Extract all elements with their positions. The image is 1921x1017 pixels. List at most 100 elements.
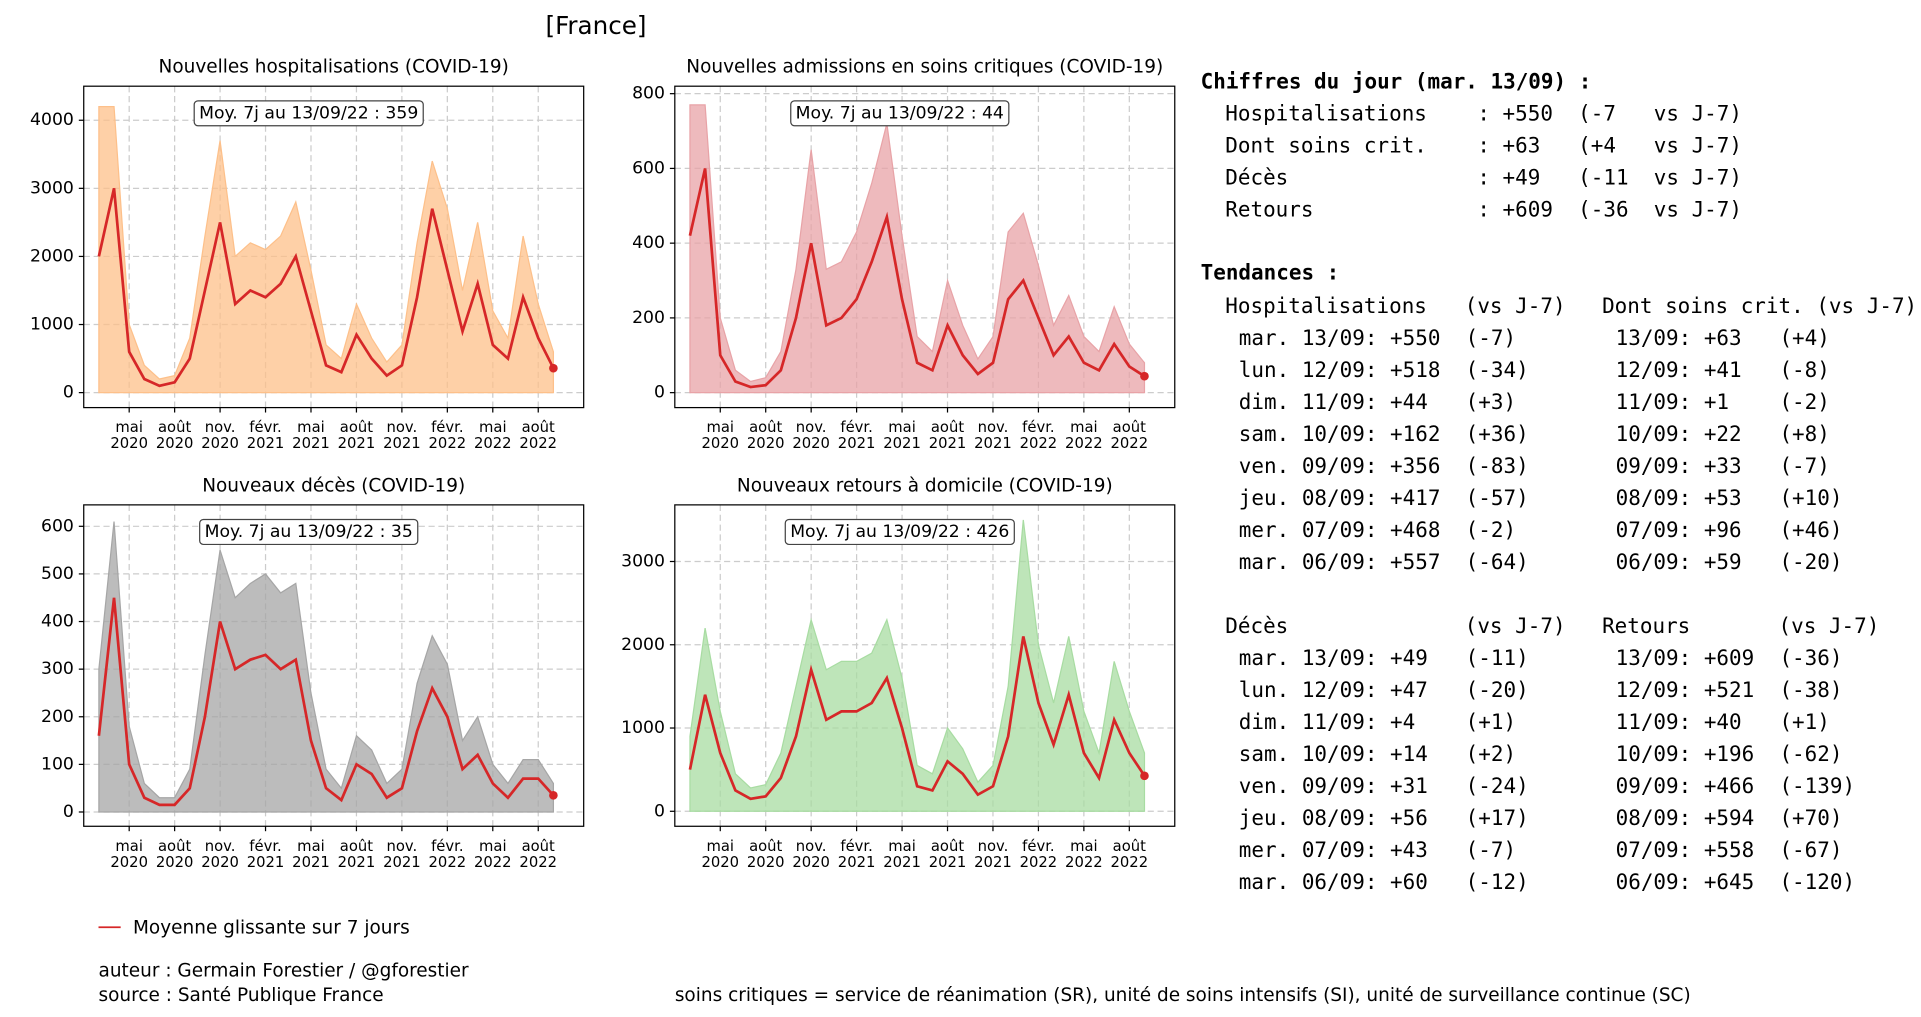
- x-tick-label: févr. 2022: [428, 418, 467, 452]
- x-tick-label: mai 2022: [473, 418, 512, 452]
- x-tick-label: mai 2020: [701, 418, 740, 452]
- y-tick-label: 100: [41, 754, 74, 774]
- summary-row: Décès : +49 (-11 vs J-7): [1225, 166, 1743, 191]
- x-tick-label: févr. 2021: [246, 418, 285, 452]
- axes-frame: [674, 85, 1176, 409]
- daily-area: [98, 106, 555, 394]
- last-point: [1140, 771, 1149, 781]
- chart-title: Nouvelles admissions en soins critiques …: [686, 57, 1163, 78]
- x-tick-label: août 2021: [928, 837, 967, 871]
- trend-row: mar. 13/09: +49 (-11): [1238, 646, 1529, 672]
- trend-row: sam. 10/09: +14 (+2): [1238, 742, 1517, 768]
- trend-row: dim. 11/09: +44 (+3): [1238, 390, 1517, 415]
- trend-header: Hospitalisations (vs J-7): [1225, 294, 1566, 319]
- x-tick-label: mai 2021: [292, 837, 330, 871]
- x-tick-label: août 2022: [1110, 418, 1149, 452]
- x-tick-label: févr. 2022: [1019, 418, 1058, 452]
- x-tick-label: févr. 2022: [1019, 837, 1058, 871]
- trend-row: 08/09: +53 (+10): [1615, 486, 1843, 512]
- trend-row: mar. 06/09: +557 (-64): [1238, 550, 1529, 576]
- x-tick-label: mai 2022: [473, 837, 512, 871]
- x-tick-label: févr. 2021: [837, 837, 876, 871]
- trend-row: 10/09: +196 (-62): [1615, 742, 1843, 768]
- trend-row: 12/09: +521 (-38): [1615, 678, 1843, 704]
- summary-row: Hospitalisations : +550 (-7 vs J-7): [1225, 102, 1743, 127]
- x-tick-label: nov. 2020: [201, 837, 239, 871]
- trend-row: mar. 13/09: +550 (-7): [1238, 326, 1517, 351]
- x-tick-label: août 2022: [519, 837, 558, 871]
- average-line: [688, 168, 1146, 389]
- annotation: Moy. 7j au 13/09/22 : 35: [205, 522, 413, 542]
- trend-row: 09/09: +33 (-7): [1615, 454, 1830, 480]
- y-tick-label: 0: [654, 801, 665, 821]
- daily-area: [689, 519, 1146, 812]
- x-tick-label: févr. 2022: [428, 837, 467, 871]
- y-tick-label: 3000: [30, 178, 74, 198]
- last-point: [1140, 371, 1149, 381]
- daily-area: [689, 104, 1146, 394]
- x-tick-label: févr. 2021: [837, 418, 876, 452]
- chart-title: Nouveaux décès (COVID-19): [202, 475, 465, 496]
- y-tick-label: 300: [41, 659, 74, 679]
- trend-row: jeu. 08/09: +417 (-57): [1238, 486, 1529, 512]
- trend-row: mer. 07/09: +43 (-7): [1238, 838, 1517, 864]
- y-tick-label: 0: [654, 383, 665, 403]
- trend-row: 06/09: +645 (-120): [1615, 870, 1856, 896]
- annotation: Moy. 7j au 13/09/22 : 426: [790, 522, 1009, 542]
- x-tick-label: août 2022: [1110, 837, 1149, 871]
- x-tick-label: mai 2022: [1065, 837, 1103, 871]
- trend-row: 07/09: +558 (-67): [1615, 838, 1843, 864]
- trend-header: Retours (vs J-7): [1602, 614, 1880, 640]
- trend-row: 11/09: +1 (-2): [1615, 390, 1830, 415]
- x-tick-label: août 2020: [155, 418, 194, 452]
- trend-row: 13/09: +63 (+4): [1615, 326, 1830, 351]
- y-tick-label: 200: [41, 707, 74, 727]
- y-tick-label: 3000: [621, 551, 665, 571]
- trend-row: mar. 06/09: +60 (-12): [1238, 870, 1529, 896]
- summary-row: Dont soins crit. : +63 (+4 vs J-7): [1225, 134, 1743, 159]
- note: soins critiques = service de réanimation…: [674, 983, 1691, 1007]
- y-tick-label: 1000: [30, 315, 74, 335]
- chart-title: Nouveaux retours à domicile (COVID-19): [737, 475, 1113, 496]
- y-tick-label: 1000: [621, 718, 665, 738]
- x-tick-label: nov. 2020: [792, 837, 830, 871]
- x-tick-label: nov. 2021: [974, 837, 1012, 871]
- x-tick-label: août 2021: [337, 418, 376, 452]
- trend-row: 06/09: +59 (-20): [1615, 550, 1843, 576]
- source: source : Santé Publique France: [98, 983, 384, 1007]
- trend-row: ven. 09/09: +31 (-24): [1238, 774, 1529, 800]
- x-tick-label: nov. 2020: [201, 418, 239, 452]
- x-tick-label: nov. 2021: [974, 418, 1012, 452]
- annotation: Moy. 7j au 13/09/22 : 44: [796, 103, 1004, 123]
- y-tick-label: 800: [632, 84, 665, 104]
- average-line: [97, 597, 555, 807]
- x-tick-label: nov. 2020: [792, 418, 830, 452]
- y-tick-label: 500: [41, 564, 74, 584]
- y-tick-label: 600: [632, 158, 665, 178]
- last-point: [549, 791, 558, 800]
- figure-title: [France]: [545, 11, 646, 40]
- summary-row: Retours : +609 (-36 vs J-7): [1225, 198, 1743, 223]
- x-tick-label: août 2022: [519, 418, 558, 452]
- y-tick-label: 4000: [30, 110, 74, 130]
- x-tick-label: août 2020: [746, 837, 785, 871]
- average-line: [688, 636, 1146, 801]
- chart-title: Nouvelles hospitalisations (COVID-19): [159, 57, 509, 78]
- x-tick-label: mai 2021: [883, 837, 921, 871]
- x-tick-label: mai 2020: [110, 837, 148, 871]
- trend-row: 13/09: +609 (-36): [1615, 646, 1843, 672]
- annotation-box: [784, 518, 1015, 546]
- x-tick-label: août 2020: [155, 837, 194, 871]
- trend-row: 07/09: +96 (+46): [1615, 518, 1843, 544]
- x-tick-label: août 2021: [337, 837, 376, 871]
- y-tick-label: 2000: [30, 246, 74, 266]
- trend-row: lun. 12/09: +518 (-34): [1238, 358, 1529, 383]
- y-tick-label: 0: [63, 802, 74, 822]
- trend-row: mer. 07/09: +468 (-2): [1238, 518, 1517, 544]
- trends-title: Tendances :: [1200, 261, 1340, 286]
- trend-row: ven. 09/09: +356 (-83): [1238, 454, 1529, 480]
- x-tick-label: mai 2022: [1065, 418, 1103, 452]
- trend-row: 08/09: +594 (+70): [1615, 806, 1843, 832]
